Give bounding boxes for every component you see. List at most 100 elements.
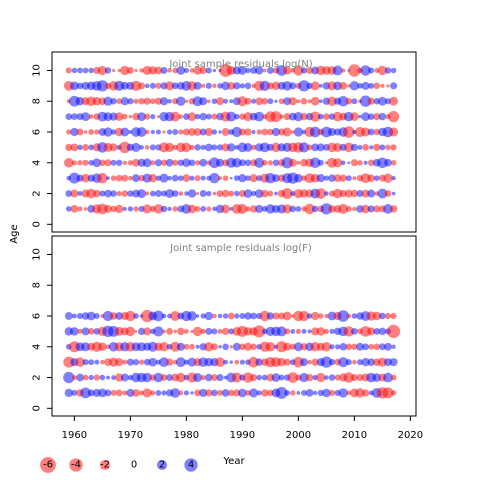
residual-point [335, 344, 341, 350]
residual-point [65, 143, 73, 151]
residual-point [193, 66, 202, 75]
residual-point [293, 127, 303, 137]
residual-point [137, 327, 146, 335]
residual-point [127, 98, 134, 105]
residual-point [132, 174, 140, 183]
residual-point [167, 206, 172, 212]
y-tick-label: 0 [32, 221, 43, 227]
residual-point [271, 127, 281, 137]
residual-point [334, 374, 341, 381]
residual-point [199, 66, 207, 75]
residual-point [341, 68, 346, 73]
residual-point [384, 158, 392, 167]
residual-point [295, 206, 302, 212]
residual-point [160, 66, 168, 74]
y-tick-label: 0 [32, 405, 43, 411]
residual-point [173, 329, 177, 334]
residual-point [234, 359, 240, 365]
residual-point [183, 67, 189, 74]
residual-point [340, 160, 346, 166]
residual-point [389, 205, 398, 213]
residual-point [128, 114, 133, 119]
residual-point [300, 97, 308, 105]
residual-point [221, 189, 230, 198]
residual-point [373, 82, 381, 90]
residual-point [355, 388, 365, 398]
panel-logF-title: Joint sample residuals log(F) [169, 243, 312, 254]
residual-point [227, 143, 236, 152]
residual-point [120, 97, 129, 106]
residual-point [391, 344, 396, 349]
residual-point [183, 343, 190, 350]
residual-point [88, 129, 95, 135]
residual-point [63, 157, 74, 168]
residual-point [167, 175, 172, 181]
residual-point [282, 204, 292, 214]
residual-point [328, 174, 336, 182]
residual-point [255, 358, 263, 366]
residual-point [367, 159, 375, 167]
residual-point [255, 204, 264, 213]
residual-point [206, 190, 212, 197]
residual-point [154, 97, 163, 105]
residual-point [167, 98, 172, 104]
residual-point [306, 144, 313, 151]
residual-point [194, 389, 201, 397]
residual-point [138, 359, 145, 365]
residual-point [373, 113, 381, 121]
residual-point [377, 65, 388, 76]
residual-point [379, 144, 386, 151]
residual-point [187, 112, 197, 121]
residual-point [243, 112, 253, 122]
residual-point [271, 81, 281, 91]
residual-point [154, 190, 162, 198]
residual-point [102, 310, 114, 322]
residual-point [71, 313, 77, 319]
residual-point [332, 65, 343, 76]
residual-point [104, 159, 112, 167]
residual-point [307, 359, 312, 365]
residual-point [373, 343, 381, 351]
residual-point [337, 310, 349, 322]
residual-point [149, 190, 156, 197]
residual-point [161, 313, 167, 319]
residual-point [210, 374, 218, 381]
residual-point [278, 98, 285, 105]
residual-point [187, 357, 197, 367]
residual-point [283, 113, 291, 121]
residual-point [323, 328, 330, 335]
residual-point [259, 310, 270, 322]
residual-point [138, 97, 145, 105]
residual-point [339, 342, 347, 351]
residual-point [299, 372, 309, 383]
residual-point [104, 204, 112, 213]
residual-point [333, 174, 342, 182]
residual-point [266, 82, 274, 90]
residual-point [184, 191, 189, 196]
residual-point [296, 391, 301, 395]
residual-point [175, 357, 186, 368]
residual-point [288, 158, 297, 167]
residual-point [368, 67, 375, 74]
residual-point [148, 173, 158, 183]
residual-point [386, 84, 390, 88]
residual-point [172, 206, 178, 212]
residual-point [243, 189, 253, 198]
residual-point [307, 329, 312, 334]
y-axis-label: Age [9, 224, 20, 243]
residual-point [287, 372, 299, 383]
residual-point [150, 390, 156, 396]
residual-point [316, 372, 326, 383]
residual-point [188, 159, 196, 167]
residual-point [194, 175, 201, 182]
residual-point [94, 129, 100, 135]
residual-point [211, 389, 218, 397]
residual-point [250, 343, 257, 350]
residual-point [245, 67, 251, 74]
residual-point [142, 158, 152, 168]
residual-point [217, 176, 223, 181]
residual-point [81, 173, 90, 183]
residual-point [100, 359, 105, 365]
residual-point [332, 111, 343, 122]
residual-point [363, 160, 368, 165]
